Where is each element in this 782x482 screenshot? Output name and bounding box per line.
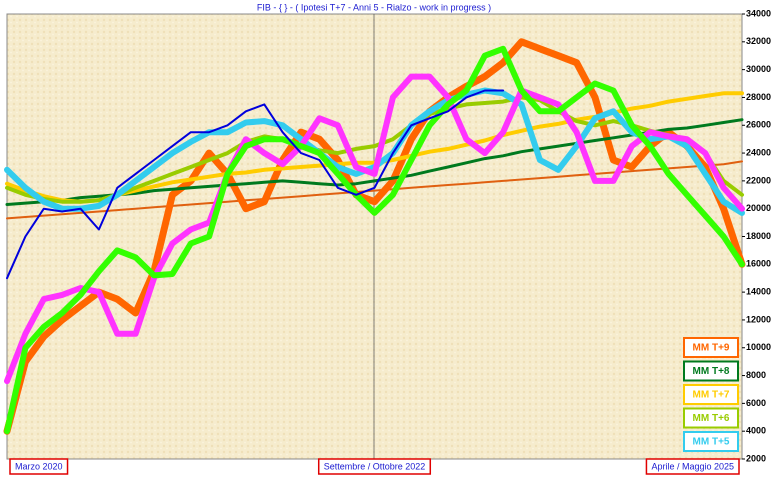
legend-box: [683, 360, 739, 382]
y-tick-label: 30000: [746, 64, 771, 74]
legend-box: [683, 431, 739, 452]
x-label-box: [645, 458, 740, 475]
legend-box: [683, 384, 739, 405]
y-tick-label: 8000: [746, 370, 766, 380]
legend-label: MM T+8: [693, 366, 730, 377]
y-tick-label: 18000: [746, 231, 771, 241]
y-tick-label: 32000: [746, 36, 771, 46]
y-tick-label: 28000: [746, 92, 771, 102]
plot-area: [6, 13, 743, 460]
y-tick-label: 12000: [746, 314, 771, 324]
series-line: [6, 89, 505, 280]
x-tick-label: Aprile / Maggio 2025: [651, 461, 734, 471]
y-tick-label: 4000: [746, 426, 766, 436]
legend-label: MM T+9: [693, 343, 730, 354]
x-tick-label: Settembre / Ottobre 2022: [324, 461, 426, 471]
legend-box: [683, 407, 739, 429]
legend-box: [683, 337, 739, 358]
y-tick-label: 16000: [746, 259, 771, 269]
y-tick-label: 34000: [746, 8, 771, 18]
chart-title: FIB - { } - ( Ipotesi T+7 - Anni 5 - Ria…: [257, 2, 491, 12]
y-tick-label: 20000: [746, 203, 771, 213]
y-tick-label: 2000: [746, 453, 766, 463]
y-tick-label: 6000: [746, 398, 766, 408]
y-tick-label: 26000: [746, 120, 771, 130]
legend-label: MM T+7: [693, 390, 730, 401]
y-tick-label: 22000: [746, 175, 771, 185]
x-tick-label: Marzo 2020: [15, 461, 63, 471]
x-label-box: [9, 458, 69, 475]
legend-label: MM T+5: [693, 437, 730, 448]
legend-label: MM T+6: [693, 413, 730, 424]
x-label-box: [317, 458, 432, 475]
series-line: [4, 73, 745, 385]
series-line: [4, 45, 745, 435]
y-tick-label: 24000: [746, 147, 771, 157]
y-tick-label: 14000: [746, 287, 771, 297]
y-tick-label: 10000: [746, 342, 771, 352]
series-line: [3, 38, 746, 435]
